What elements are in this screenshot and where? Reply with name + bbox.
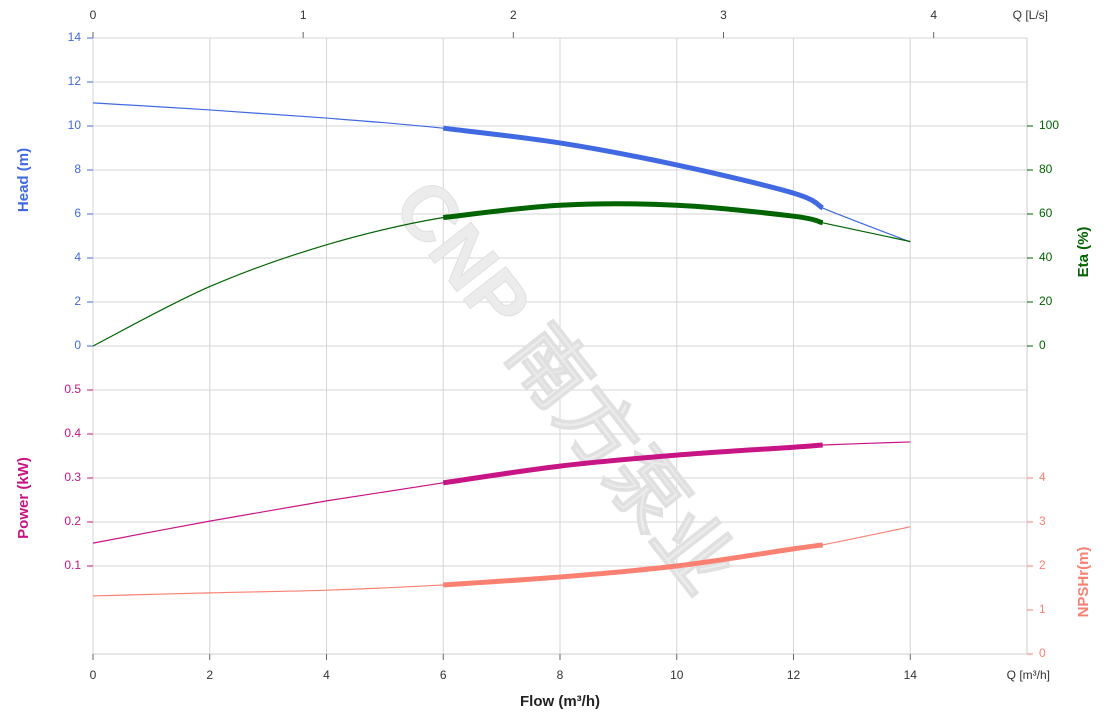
duty-curve: [442, 442, 823, 486]
x2-tick-label: 4: [930, 8, 937, 22]
x-tick-label: 12: [787, 668, 801, 682]
x-tick-label: 2: [206, 668, 213, 682]
y-tick-label: 60: [1039, 206, 1053, 220]
x-tick-label: 14: [904, 668, 918, 682]
y-tick-label: 0.5: [64, 382, 81, 396]
y-tick-label: 0: [74, 338, 81, 352]
y-tick-label: 0.3: [64, 470, 81, 484]
x-axis-title: Flow (m³/h): [520, 693, 600, 710]
x-tick-label: 10: [670, 668, 684, 682]
duty-curve: [442, 201, 824, 226]
y-tick-label: 4: [1039, 470, 1046, 484]
x-tick-label: 6: [440, 668, 447, 682]
head-axis-title: Head (m): [15, 148, 32, 212]
duty-curve: [443, 542, 824, 588]
x2-tick-label: 2: [510, 8, 517, 22]
x2-tick-label: 1: [300, 8, 307, 22]
curve: [92, 526, 911, 597]
y-tick-label: 0: [1039, 338, 1046, 352]
y-tick-label: 40: [1039, 250, 1053, 264]
y-tick-label: 0: [1039, 646, 1046, 660]
y-tick-label: 2: [1039, 558, 1046, 572]
x2-tick-label: 3: [720, 8, 727, 22]
watermark: CNP 南方泵业: [377, 163, 752, 609]
y-tick-label: 6: [74, 206, 81, 220]
x-unit-label: Q [m³/h]: [1007, 668, 1050, 682]
curve: [92, 102, 911, 243]
y-tick-label: 1: [1039, 602, 1046, 616]
y-tick-label: 8: [74, 162, 81, 176]
y-tick-label: 10: [68, 118, 82, 132]
y-tick-label: 12: [68, 74, 82, 88]
x-tick-label: 8: [557, 668, 564, 682]
x2-unit-label: Q [L/s]: [1013, 8, 1048, 22]
curve: [92, 441, 911, 544]
x2-tick-label: 0: [90, 8, 97, 22]
y-tick-label: 4: [74, 250, 81, 264]
y-tick-label: 80: [1039, 162, 1053, 176]
y-tick-label: 100: [1039, 118, 1059, 132]
y-tick-label: 0.1: [64, 558, 81, 572]
y-tick-label: 2: [74, 294, 81, 308]
npsh-axis-title: NPSHr(m): [1075, 547, 1092, 618]
y-tick-label: 0.2: [64, 514, 81, 528]
y-tick-label: 3: [1039, 514, 1046, 528]
y-tick-label: 0.4: [64, 426, 81, 440]
power-axis-title: Power (kW): [15, 457, 32, 539]
x-tick-label: 0: [90, 668, 97, 682]
y-tick-label: 14: [68, 30, 82, 44]
eta-axis-title: Eta (%): [1075, 227, 1092, 278]
y-tick-label: 20: [1039, 294, 1053, 308]
duty-curve: [442, 125, 825, 211]
x-tick-label: 4: [323, 668, 330, 682]
